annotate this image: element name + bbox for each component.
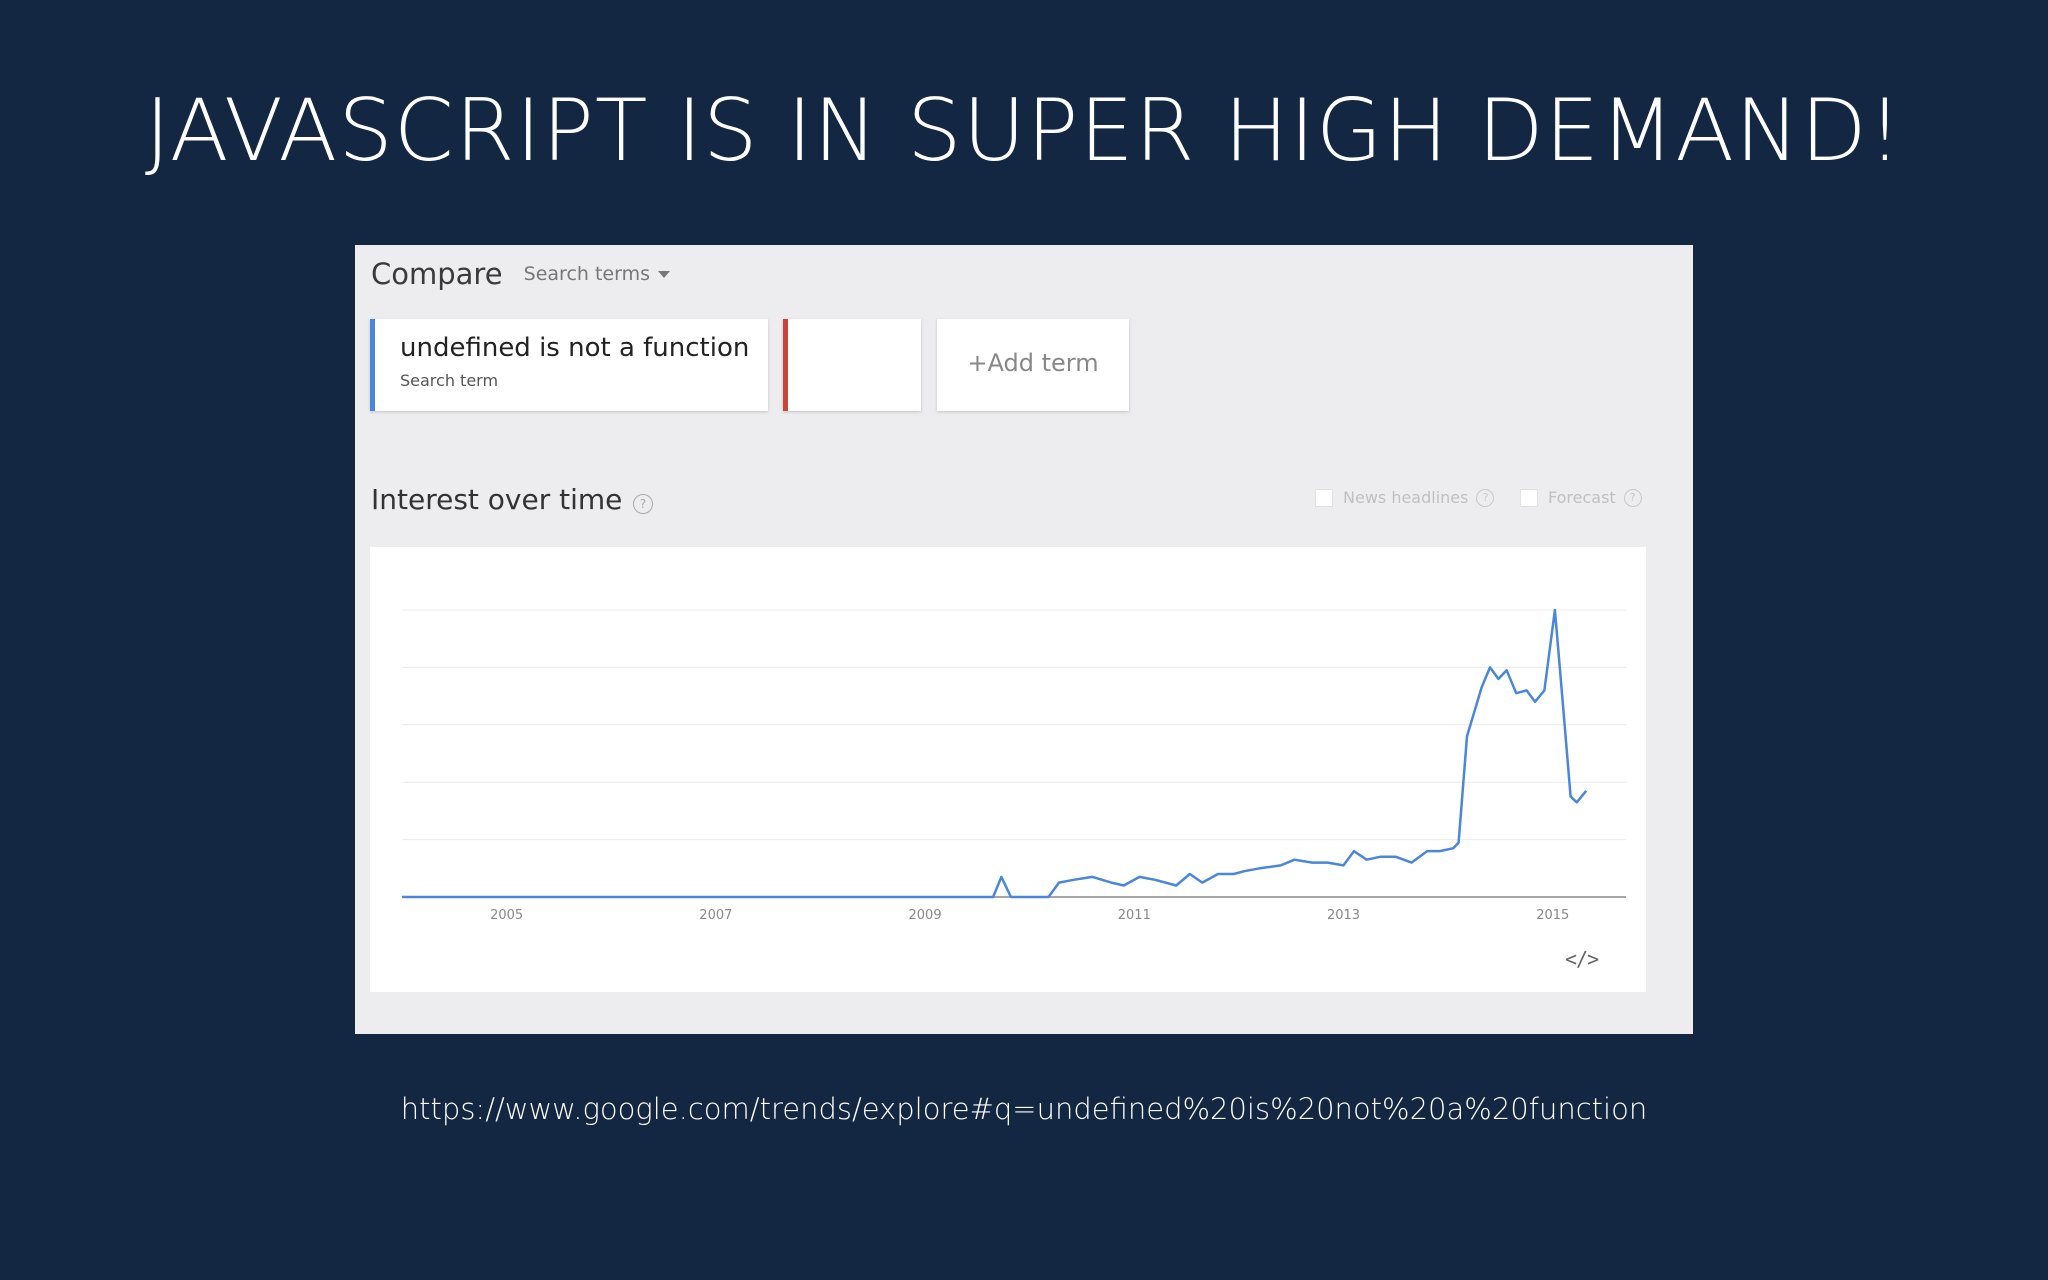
forecast-label: Forecast	[1548, 488, 1616, 507]
search-terms-dropdown[interactable]: Search terms	[524, 263, 670, 285]
search-terms-dropdown-label: Search terms	[523, 263, 650, 285]
x-tick-label: 2009	[909, 908, 942, 923]
question-icon[interactable]: ?	[633, 494, 653, 514]
series-line-1[interactable]	[402, 608, 1588, 899]
interest-over-time-title: Interest over time	[371, 483, 623, 516]
x-tick-label: 2013	[1327, 908, 1360, 923]
news-headlines-label: News headlines	[1343, 488, 1469, 507]
forecast-option[interactable]: Forecast?	[1520, 487, 1642, 507]
search-term-card-1[interactable]: undefined is not a function Search term	[370, 319, 768, 411]
interest-chart-svg: 2005 2007 2009 2011 2013 2015	[402, 608, 1626, 923]
x-tick-label: 2015	[1536, 908, 1569, 923]
source-url[interactable]: https://www.google.com/trends/explore#q=…	[400, 1092, 1648, 1126]
x-tick-label: 2007	[699, 908, 732, 923]
interest-chart: 2005 2007 2009 2011 2013 2015 </>	[370, 547, 1646, 992]
x-tick-label: 2011	[1118, 908, 1151, 923]
compare-header: Compare Search terms	[371, 257, 670, 297]
question-icon[interactable]: ?	[1476, 488, 1495, 507]
news-headlines-option[interactable]: News headlines?	[1315, 487, 1495, 507]
news-headlines-checkbox[interactable]	[1315, 488, 1333, 507]
search-term-value: undefined is not a function	[400, 333, 750, 363]
add-term-button[interactable]: +Add term	[937, 319, 1129, 411]
caret-down-icon	[658, 271, 670, 278]
trends-panel: Compare Search terms undefined is not a …	[355, 245, 1693, 1034]
question-icon[interactable]: ?	[1623, 488, 1642, 507]
slide-title: JAVASCRIPT IS IN SUPER HIGH DEMAND!	[144, 81, 1904, 181]
compare-label: Compare	[371, 257, 503, 291]
code-embed-icon[interactable]: </>	[1565, 947, 1599, 971]
search-term-type: Search term	[400, 371, 499, 390]
forecast-checkbox[interactable]	[1520, 488, 1538, 507]
search-term-card-2[interactable]	[783, 319, 921, 411]
x-tick-label: 2005	[490, 908, 523, 923]
add-term-label: +Add term	[967, 349, 1099, 377]
